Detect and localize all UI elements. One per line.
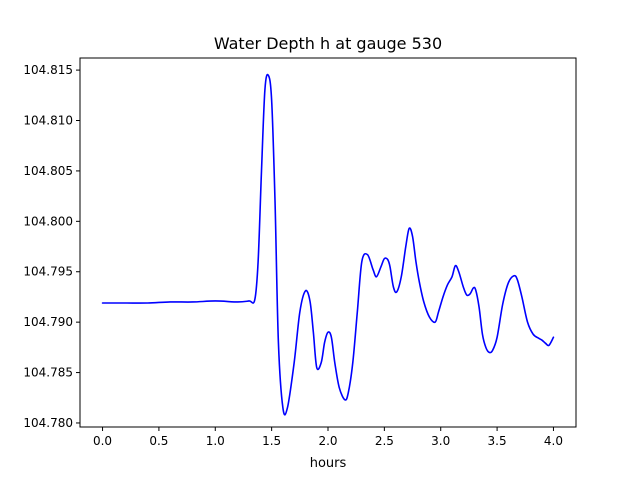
series-layer [101,73,555,416]
x-tick-label: 4.0 [544,434,563,448]
series-line [101,73,555,416]
x-tick-label: 0.5 [149,434,168,448]
y-tick-label: 104.780 [23,416,73,430]
x-tick-label: 3.0 [431,434,450,448]
y-tick-label: 104.800 [23,214,73,228]
x-tick-label: 1.0 [206,434,225,448]
x-tick-label: 1.5 [262,434,281,448]
x-axis-label: hours [310,456,347,471]
y-tick-label: 104.785 [23,366,73,380]
chart-title: Water Depth h at gauge 530 [214,34,442,53]
y-tick-label: 104.795 [23,265,73,279]
x-tick-label: 2.5 [375,434,394,448]
x-tick-label: 2.0 [318,434,337,448]
y-tick-label: 104.805 [23,164,73,178]
y-tick-label: 104.790 [23,315,73,329]
x-axis: 0.0 0.5 1.0 1.5 2.0 2.5 3.0 3.5 4.0 [93,427,563,448]
x-tick-label: 0.0 [93,434,112,448]
y-tick-label: 104.815 [23,63,73,77]
y-axis: 104.780 104.785 104.790 104.795 104.800 104.8… [23,63,80,430]
y-tick-label: 104.810 [23,114,73,128]
x-tick-label: 3.5 [488,434,507,448]
